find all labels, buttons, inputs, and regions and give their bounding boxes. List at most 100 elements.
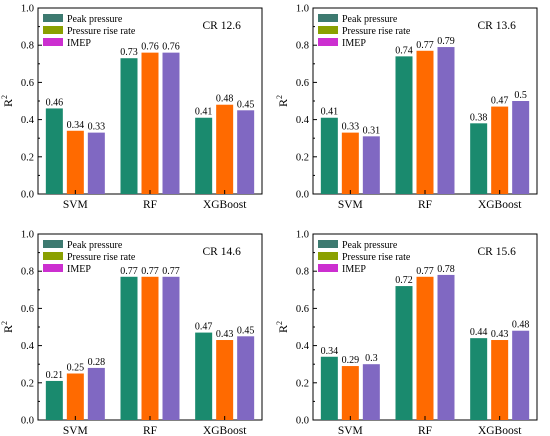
bar-value-label: 0.34	[67, 120, 85, 131]
bar-value-label: 0.78	[437, 264, 455, 275]
legend-label: Pressure rise rate	[342, 26, 411, 37]
bar-value-label: 0.3	[365, 353, 378, 364]
bar-xgboost-series-1	[470, 123, 488, 194]
panel-title: CR 12.6	[203, 20, 242, 32]
y-tick-label: 0.4	[21, 115, 35, 126]
y-tick-label: 1.0	[296, 230, 309, 241]
bar-rf-series-2	[416, 50, 434, 194]
bar-rf-series-2	[141, 276, 159, 420]
bar-value-label: 0.21	[46, 370, 64, 381]
x-tick-label: RF	[143, 425, 157, 436]
bar-svm-series-2	[341, 132, 359, 194]
legend-swatch	[318, 264, 338, 272]
bar-value-label: 0.45	[237, 99, 255, 110]
y-tick-label: 0.6	[296, 304, 309, 315]
bar-rf-series-2	[141, 52, 159, 194]
bar-value-label: 0.73	[120, 47, 138, 58]
bar-value-label: 0.5	[514, 90, 527, 101]
y-tick-label: 1.0	[21, 4, 34, 15]
bar-xgboost-series-1	[470, 338, 488, 420]
x-tick-label: XGBoost	[203, 425, 247, 436]
bar-svm-series-3	[362, 136, 380, 194]
bar-xgboost-series-3	[512, 330, 530, 420]
y-tick-label: 0.8	[296, 267, 309, 278]
bar-rf-series-3	[162, 52, 180, 194]
bar-value-label: 0.77	[162, 266, 180, 277]
legend-label: IMEP	[342, 264, 366, 275]
legend-label: Peak pressure	[342, 240, 398, 251]
x-tick-label: RF	[418, 425, 432, 436]
bar-value-label: 0.44	[470, 327, 488, 338]
x-tick-label: SVM	[338, 199, 363, 211]
legend-label: Peak pressure	[342, 14, 398, 25]
bar-value-label: 0.72	[395, 275, 413, 286]
bar-value-label: 0.77	[416, 266, 434, 277]
x-tick-label: SVM	[63, 199, 88, 211]
bar-value-label: 0.48	[216, 94, 234, 105]
legend-swatch	[318, 14, 338, 22]
y-tick-label: 0.8	[21, 41, 34, 52]
y-axis-label: R2	[0, 95, 15, 107]
y-tick-label: 0.6	[21, 304, 34, 315]
legend-swatch	[43, 38, 63, 46]
bar-value-label: 0.33	[88, 122, 106, 133]
bar-xgboost-series-2	[491, 340, 509, 420]
bar-xgboost-series-3	[237, 336, 255, 420]
y-tick-label: 1.0	[296, 4, 309, 15]
bar-svm-series-3	[362, 364, 380, 420]
bar-svm-series-2	[341, 366, 359, 420]
legend-label: Peak pressure	[67, 240, 123, 251]
legend-label: IMEP	[342, 38, 366, 49]
y-tick-label: 0.0	[296, 190, 309, 201]
bar-xgboost-series-2	[216, 340, 234, 420]
bar-value-label: 0.28	[88, 357, 106, 368]
legend-label: IMEP	[67, 38, 91, 49]
bar-rf-series-1	[395, 286, 413, 420]
bar-svm-series-3	[87, 367, 105, 420]
y-tick-label: 0.6	[296, 78, 309, 89]
legend-swatch	[318, 252, 338, 260]
panel-title: CR 15.6	[478, 246, 517, 258]
legend-swatch	[43, 240, 63, 248]
legend-swatch	[318, 38, 338, 46]
bar-xgboost-series-3	[237, 110, 255, 194]
y-tick-label: 0.8	[296, 41, 309, 52]
bar-rf-series-1	[120, 276, 138, 420]
legend-swatch	[43, 14, 63, 22]
bar-value-label: 0.77	[416, 40, 434, 51]
bar-value-label: 0.43	[491, 329, 509, 340]
bar-value-label: 0.31	[363, 125, 381, 136]
panel-title: CR 14.6	[203, 246, 242, 258]
x-tick-label: RF	[418, 199, 432, 211]
bar-value-label: 0.43	[216, 329, 234, 340]
bar-svm-series-3	[87, 132, 105, 194]
bar-rf-series-2	[416, 276, 434, 420]
bar-value-label: 0.25	[67, 363, 85, 374]
bar-xgboost-series-2	[216, 104, 234, 194]
bar-svm-series-2	[66, 130, 84, 194]
legend-swatch	[318, 240, 338, 248]
y-tick-label: 0.0	[21, 190, 34, 201]
legend-swatch	[43, 264, 63, 272]
bar-svm-series-1	[320, 356, 338, 420]
bar-value-label: 0.76	[141, 42, 159, 53]
bar-svm-series-1	[320, 117, 338, 194]
x-tick-label: RF	[143, 199, 157, 211]
bar-value-label: 0.47	[195, 322, 213, 333]
legend-label: IMEP	[67, 264, 91, 275]
bar-value-label: 0.46	[46, 97, 64, 108]
x-tick-label: XGBoost	[478, 425, 522, 436]
legend-label: Pressure rise rate	[67, 252, 136, 263]
legend-label: Pressure rise rate	[342, 252, 411, 263]
bar-rf-series-3	[162, 276, 180, 420]
y-axis-label: R2	[275, 95, 290, 107]
bar-value-label: 0.38	[470, 112, 488, 123]
x-tick-label: XGBoost	[478, 199, 522, 211]
bar-rf-series-1	[395, 56, 413, 194]
legend-swatch	[43, 26, 63, 34]
legend-label: Pressure rise rate	[67, 26, 136, 37]
